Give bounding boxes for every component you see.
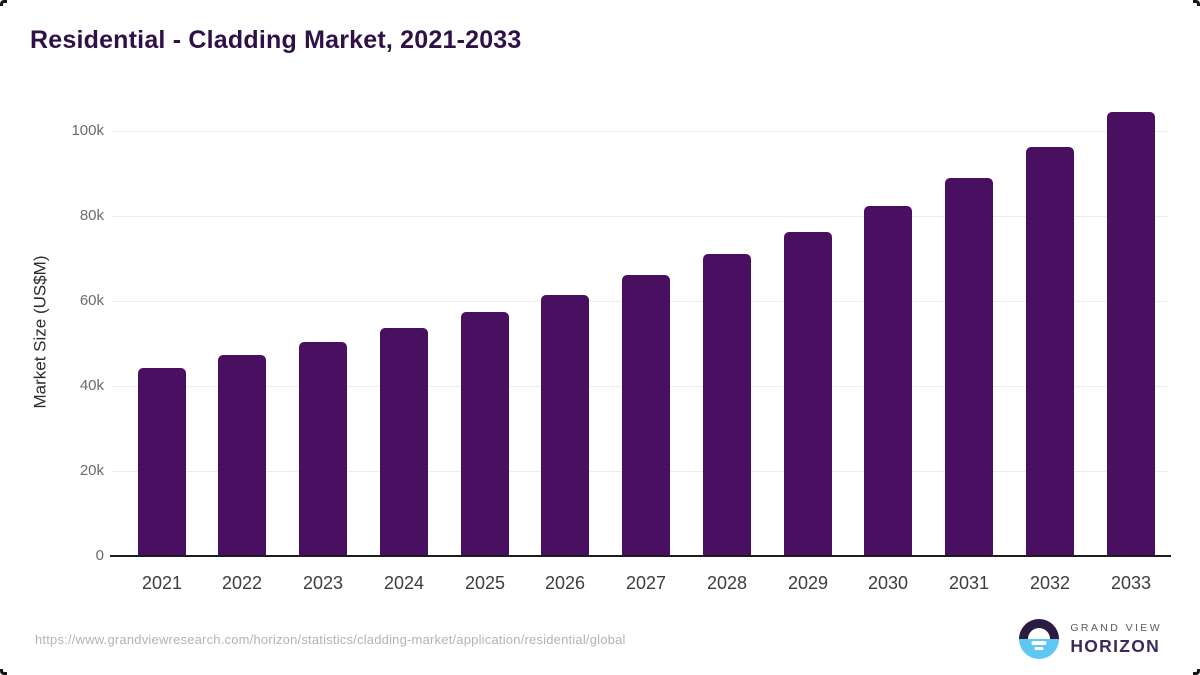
bar-2022[interactable] bbox=[218, 355, 266, 556]
x-tick-label-2022: 2022 bbox=[221, 573, 263, 593]
bar-2021[interactable] bbox=[138, 368, 186, 556]
y-tick-label-0: 0 bbox=[95, 547, 104, 564]
y-tick-label-60k: 60k bbox=[79, 292, 104, 309]
x-tick-label-2023: 2023 bbox=[302, 573, 344, 593]
bar-2027[interactable] bbox=[622, 275, 670, 556]
bar-2032[interactable] bbox=[1026, 147, 1074, 556]
y-tick-label-20k: 20k bbox=[79, 462, 104, 479]
x-tick-label-2024: 2024 bbox=[383, 573, 425, 593]
horizon-sunrise-icon bbox=[1019, 619, 1060, 659]
logo-grand-view-label: GRAND VIEW bbox=[1070, 621, 1162, 634]
x-tick-label-2033: 2033 bbox=[1110, 573, 1152, 593]
bar-2026[interactable] bbox=[541, 295, 589, 556]
x-tick-label-2032: 2032 bbox=[1029, 573, 1071, 593]
y-tick-label-100k: 100k bbox=[71, 122, 104, 139]
logo-sun-dome bbox=[1028, 628, 1051, 639]
logo-reflection-line-1 bbox=[1031, 641, 1047, 645]
bar-2031[interactable] bbox=[945, 178, 993, 556]
x-tick-label-2025: 2025 bbox=[464, 573, 506, 593]
logo-horizon-label: HORIZON bbox=[1070, 635, 1161, 656]
x-tick-label-2028: 2028 bbox=[706, 573, 748, 593]
gridline-100k bbox=[112, 131, 1168, 132]
bar-2029[interactable] bbox=[784, 232, 832, 556]
bar-2030[interactable] bbox=[864, 206, 912, 556]
grand-view-horizon-logo: GRAND VIEW HORIZON bbox=[1019, 619, 1162, 659]
x-tick-label-2029: 2029 bbox=[787, 573, 829, 593]
y-tick-label-40k: 40k bbox=[79, 377, 104, 394]
bar-2024[interactable] bbox=[380, 328, 428, 556]
logo-text-block: GRAND VIEW HORIZON bbox=[1070, 622, 1162, 657]
chart-title: Residential - Cladding Market, 2021-2033 bbox=[30, 26, 522, 54]
x-tick-label-2026: 2026 bbox=[544, 573, 586, 593]
bar-2025[interactable] bbox=[461, 312, 509, 556]
source-url: https://www.grandviewresearch.com/horizo… bbox=[35, 632, 626, 647]
gridline-80k bbox=[112, 216, 1168, 217]
x-tick-label-2027: 2027 bbox=[625, 573, 667, 593]
bar-2033[interactable] bbox=[1107, 112, 1155, 556]
logo-reflection-line-2 bbox=[1034, 647, 1044, 650]
x-tick-label-2031: 2031 bbox=[948, 573, 990, 593]
bar-2028[interactable] bbox=[703, 254, 751, 556]
x-axis-line bbox=[110, 555, 1171, 557]
bar-2023[interactable] bbox=[299, 342, 347, 556]
y-tick-label-80k: 80k bbox=[79, 207, 104, 224]
x-tick-label-2021: 2021 bbox=[141, 573, 183, 593]
x-tick-label-2030: 2030 bbox=[867, 573, 909, 593]
